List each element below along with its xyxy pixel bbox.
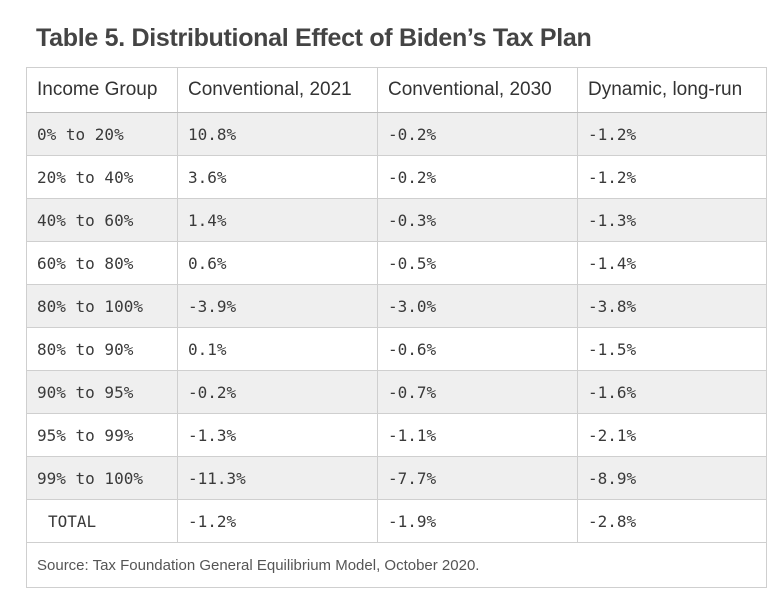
income-group-cell: 90% to 95% [26, 370, 178, 414]
distribution-table: Income Group Conventional, 2021 Conventi… [26, 67, 767, 588]
conventional-2021-cell: -11.3% [177, 456, 378, 500]
header-row: Income Group Conventional, 2021 Conventi… [26, 67, 767, 113]
income-group-cell: TOTAL [26, 499, 178, 543]
dynamic-long-run-cell: -1.3% [577, 198, 767, 242]
conventional-2030-cell: -0.2% [377, 155, 578, 199]
conventional-2021-cell: 1.4% [177, 198, 378, 242]
income-group-cell: 99% to 100% [26, 456, 178, 500]
header-conventional-2021: Conventional, 2021 [177, 67, 378, 113]
dynamic-long-run-cell: -2.1% [577, 413, 767, 457]
table-row: 20% to 40% 3.6% -0.2% -1.2% [26, 155, 767, 199]
table-title: Table 5. Distributional Effect of Biden’… [36, 24, 592, 52]
source-row: Source: Tax Foundation General Equilibri… [26, 542, 767, 588]
header-income-group: Income Group [26, 67, 178, 113]
conventional-2030-cell: -1.1% [377, 413, 578, 457]
income-group-cell: 0% to 20% [26, 112, 178, 156]
dynamic-long-run-cell: -2.8% [577, 499, 767, 543]
table-row: 80% to 100% -3.9% -3.0% -3.8% [26, 284, 767, 328]
conventional-2030-cell: -3.0% [377, 284, 578, 328]
dynamic-long-run-cell: -1.4% [577, 241, 767, 285]
income-group-cell: 20% to 40% [26, 155, 178, 199]
table-row: 60% to 80% 0.6% -0.5% -1.4% [26, 241, 767, 285]
conventional-2021-cell: 10.8% [177, 112, 378, 156]
conventional-2021-cell: 0.1% [177, 327, 378, 371]
conventional-2021-cell: -3.9% [177, 284, 378, 328]
income-group-cell: 60% to 80% [26, 241, 178, 285]
conventional-2021-cell: -1.2% [177, 499, 378, 543]
header-dynamic-long-run: Dynamic, long-run [577, 67, 767, 113]
dynamic-long-run-cell: -1.6% [577, 370, 767, 414]
table-row: 40% to 60% 1.4% -0.3% -1.3% [26, 198, 767, 242]
conventional-2030-cell: -0.6% [377, 327, 578, 371]
dynamic-long-run-cell: -8.9% [577, 456, 767, 500]
table-row: 95% to 99% -1.3% -1.1% -2.1% [26, 413, 767, 457]
table-row: 90% to 95% -0.2% -0.7% -1.6% [26, 370, 767, 414]
income-group-cell: 80% to 100% [26, 284, 178, 328]
conventional-2021-cell: -1.3% [177, 413, 378, 457]
table-row: 80% to 90% 0.1% -0.6% -1.5% [26, 327, 767, 371]
dynamic-long-run-cell: -1.2% [577, 155, 767, 199]
conventional-2030-cell: -0.7% [377, 370, 578, 414]
conventional-2021-cell: -0.2% [177, 370, 378, 414]
table-row-total: TOTAL -1.2% -1.9% -2.8% [26, 499, 767, 543]
dynamic-long-run-cell: -3.8% [577, 284, 767, 328]
conventional-2030-cell: -1.9% [377, 499, 578, 543]
dynamic-long-run-cell: -1.5% [577, 327, 767, 371]
conventional-2021-cell: 3.6% [177, 155, 378, 199]
conventional-2021-cell: 0.6% [177, 241, 378, 285]
conventional-2030-cell: -0.5% [377, 241, 578, 285]
source-note: Source: Tax Foundation General Equilibri… [26, 542, 767, 588]
income-group-cell: 95% to 99% [26, 413, 178, 457]
distribution-table-container: Income Group Conventional, 2021 Conventi… [26, 67, 767, 588]
income-group-cell: 80% to 90% [26, 327, 178, 371]
conventional-2030-cell: -0.3% [377, 198, 578, 242]
conventional-2030-cell: -0.2% [377, 112, 578, 156]
table-row: 99% to 100% -11.3% -7.7% -8.9% [26, 456, 767, 500]
conventional-2030-cell: -7.7% [377, 456, 578, 500]
dynamic-long-run-cell: -1.2% [577, 112, 767, 156]
header-conventional-2030: Conventional, 2030 [377, 67, 578, 113]
table-row: 0% to 20% 10.8% -0.2% -1.2% [26, 112, 767, 156]
income-group-cell: 40% to 60% [26, 198, 178, 242]
